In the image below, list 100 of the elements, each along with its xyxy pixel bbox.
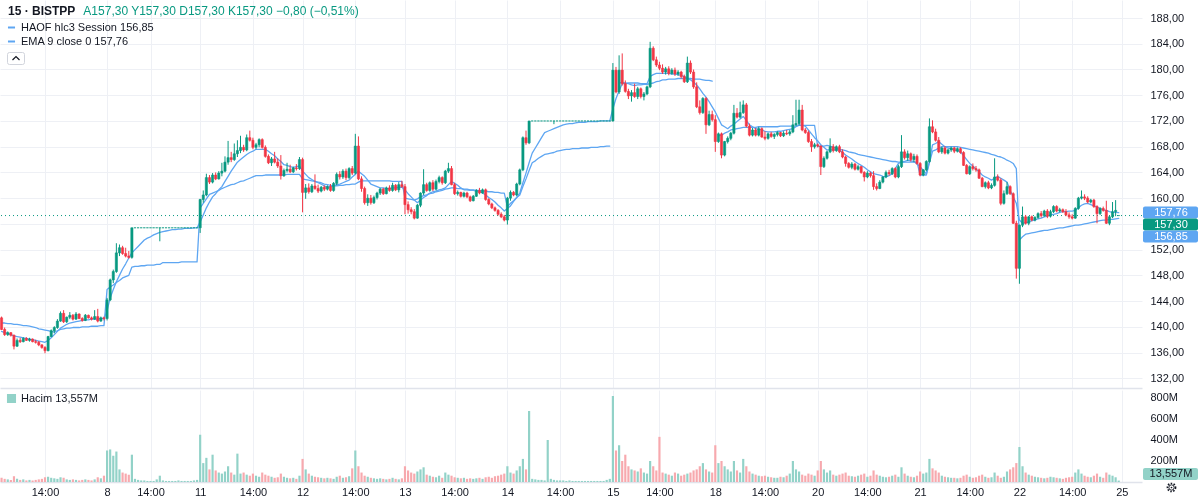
x-tick-label: 18 [709, 485, 722, 498]
y-tick-label: 172,00 [1150, 114, 1185, 127]
bar [528, 411, 531, 482]
bar [652, 466, 655, 482]
bar [1005, 471, 1009, 482]
bar [900, 467, 903, 482]
x-tick-label: 13 [399, 485, 412, 498]
x-tick-label: 14:00 [239, 485, 268, 498]
x-tick-label: 14 [501, 485, 515, 498]
bar [695, 469, 698, 482]
bar [348, 476, 351, 482]
x-tick-label: 20 [812, 485, 825, 498]
bar [130, 454, 133, 482]
bar [1111, 475, 1114, 482]
candlestick [403, 183, 407, 215]
bar [313, 476, 317, 482]
legend-label: EMA 9 close 0 157,76 [21, 34, 129, 47]
text: 13,557M [1149, 467, 1193, 479]
candlestick [220, 162, 224, 177]
x-tick-label: 8 [104, 485, 111, 498]
bar [732, 461, 736, 482]
bar [649, 461, 652, 482]
bar [611, 395, 614, 482]
bar [618, 445, 621, 482]
candlestick [720, 132, 723, 159]
bar [829, 470, 832, 482]
y-tick-label: 400M [1150, 433, 1179, 446]
x-tick-label: 14:00 [1058, 485, 1087, 498]
bar [301, 458, 304, 482]
bar [742, 458, 745, 482]
bar [434, 477, 438, 482]
x-tick-label: 14:00 [646, 485, 674, 498]
bar [258, 476, 261, 482]
bar [1009, 469, 1012, 482]
bar [884, 477, 888, 482]
text: 157,76 [1154, 205, 1188, 218]
bar [791, 461, 794, 482]
bar [1033, 476, 1037, 482]
bar [344, 477, 348, 482]
bar [658, 436, 661, 482]
bar [822, 469, 825, 482]
bar [1071, 476, 1074, 482]
bar [506, 466, 509, 482]
x-tick-label: 21 [914, 485, 927, 498]
x-tick-label: 22 [1013, 485, 1027, 498]
bar [521, 458, 524, 482]
bar [692, 470, 695, 482]
x-tick-label: 14:00 [342, 485, 370, 498]
ref-line-label: 157,30 [1154, 217, 1188, 230]
y-tick-label: 176,00 [1150, 88, 1185, 101]
bar [524, 469, 528, 482]
y-tick-label: 200M [1150, 454, 1179, 467]
y-tick-label: 136,00 [1150, 346, 1185, 359]
bar [872, 470, 875, 482]
bar [714, 445, 717, 482]
x-tick-label: 14:00 [751, 485, 780, 498]
y-tick-label: 184,00 [1150, 37, 1185, 50]
x-tick-label: 14:00 [854, 485, 882, 498]
candlestick [735, 107, 739, 119]
bar [227, 466, 230, 482]
bar [354, 450, 357, 482]
bar [422, 467, 425, 482]
x-tick-label: 14:00 [137, 485, 165, 498]
y-tick-label: 600M [1150, 412, 1179, 425]
bar [1012, 467, 1015, 482]
bar [12, 476, 16, 482]
bar [115, 451, 118, 482]
y-tick-label: 144,00 [1150, 294, 1185, 307]
bar [546, 439, 549, 482]
y-tick-label: 152,00 [1150, 243, 1185, 256]
x-tick-label: 14:00 [546, 485, 575, 498]
y-tick-label: 180,00 [1150, 62, 1185, 75]
bar [43, 477, 47, 482]
candlestick [313, 173, 317, 191]
candlestick [614, 66, 618, 94]
bar [109, 449, 112, 482]
candlestick [617, 54, 621, 95]
bar [614, 450, 618, 482]
bar [236, 453, 239, 482]
bar [105, 450, 109, 482]
y-tick-label: 164,00 [1150, 165, 1185, 178]
candlestick [872, 170, 875, 191]
bar [205, 457, 208, 482]
bar [745, 466, 748, 482]
bar [624, 454, 627, 482]
bar [735, 470, 739, 482]
y-tick-label: 800M [1150, 391, 1179, 404]
bar [493, 476, 497, 482]
bar [723, 466, 726, 482]
bar [928, 458, 931, 482]
y-tick-label: 188,00 [1150, 11, 1185, 24]
bar [406, 470, 410, 482]
x-tick-label: 15 [607, 485, 620, 498]
y-tick-label: 140,00 [1150, 320, 1185, 333]
bar [403, 466, 407, 482]
bar [351, 468, 354, 482]
y-tick-label: 148,00 [1150, 268, 1185, 281]
bar [1015, 463, 1018, 482]
bar [304, 469, 307, 482]
bar [704, 469, 708, 482]
